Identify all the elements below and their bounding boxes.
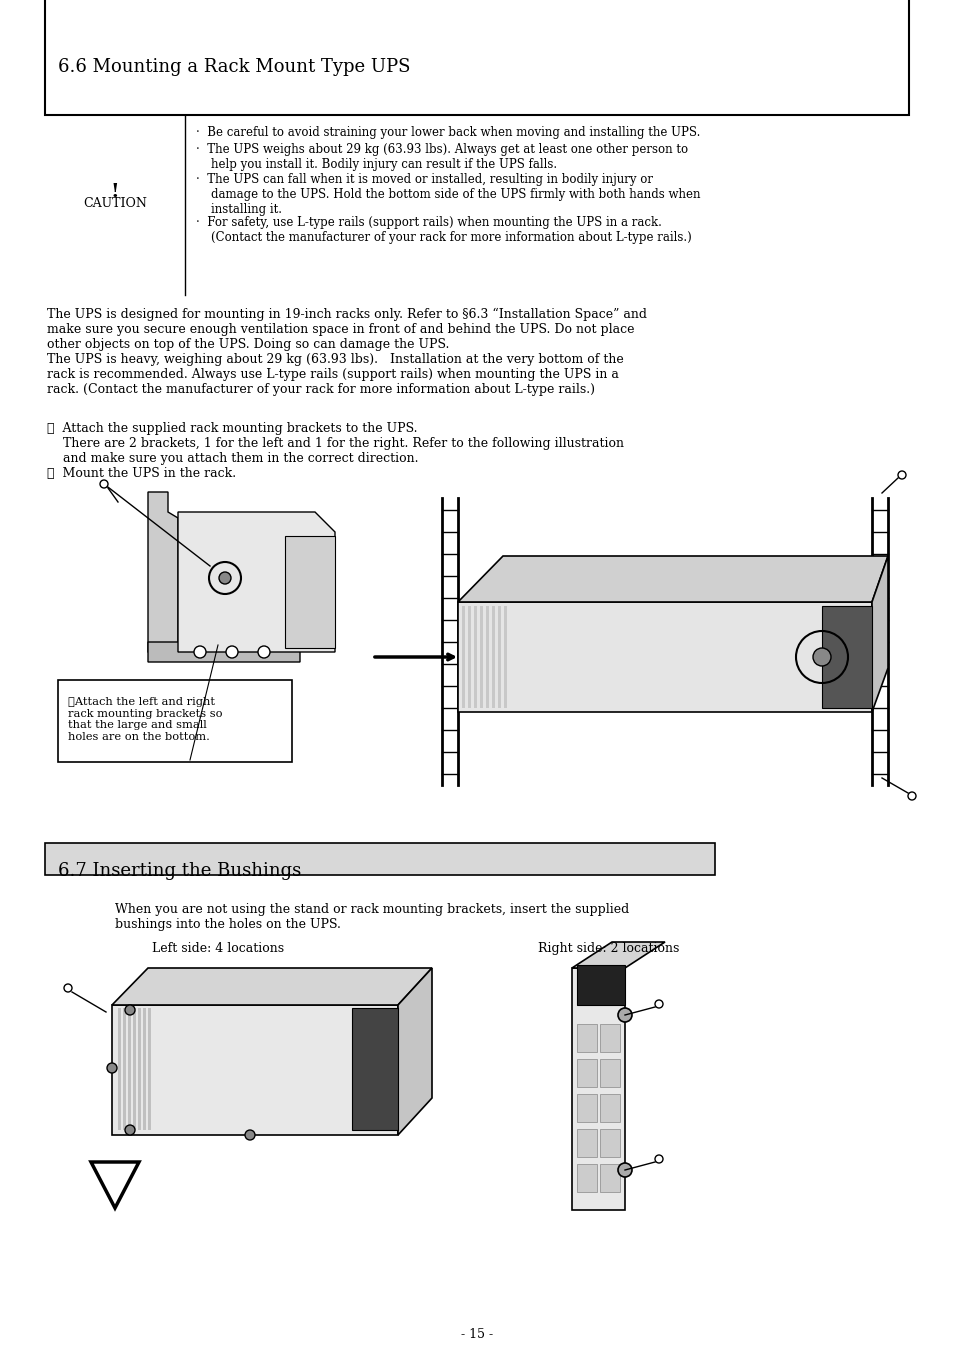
Polygon shape	[112, 1005, 397, 1135]
Text: Right side: 2 locations: Right side: 2 locations	[537, 942, 679, 955]
Bar	[45, 0, 908, 115]
Bar	[45, 41, 714, 72]
Bar	[143, 1008, 146, 1129]
Text: ·  Be careful to avoid straining your lower back when moving and installing the : · Be careful to avoid straining your low…	[195, 126, 700, 139]
Circle shape	[897, 471, 905, 480]
Bar	[128, 1008, 131, 1129]
Circle shape	[125, 1125, 135, 1135]
Polygon shape	[397, 969, 432, 1135]
Text: 6.6 Mounting a Rack Mount Type UPS: 6.6 Mounting a Rack Mount Type UPS	[58, 58, 410, 76]
Circle shape	[812, 648, 830, 666]
Text: ·  For safety, use L-type rails (support rails) when mounting the UPS in a rack.: · For safety, use L-type rails (support …	[195, 216, 691, 245]
Polygon shape	[148, 642, 299, 662]
Bar	[497, 607, 500, 708]
Bar	[148, 1008, 151, 1129]
Bar	[461, 607, 464, 708]
Bar	[352, 1008, 397, 1129]
Circle shape	[193, 646, 206, 658]
Polygon shape	[178, 512, 335, 653]
Polygon shape	[871, 557, 887, 712]
Bar	[492, 607, 495, 708]
Bar	[45, 843, 714, 875]
Text: ①  Attach the supplied rack mounting brackets to the UPS.
    There are 2 bracke: ① Attach the supplied rack mounting brac…	[47, 422, 623, 465]
Polygon shape	[572, 942, 664, 969]
Circle shape	[64, 984, 71, 992]
Bar	[132, 1008, 136, 1129]
Bar	[577, 1129, 597, 1156]
Text: ①Attach the left and right
rack mounting brackets so
that the large and small
ho: ①Attach the left and right rack mounting…	[68, 697, 222, 742]
Polygon shape	[572, 969, 624, 1210]
Bar	[599, 1129, 619, 1156]
Text: 6.7 Inserting the Bushings: 6.7 Inserting the Bushings	[58, 862, 301, 880]
Polygon shape	[148, 492, 178, 657]
Circle shape	[226, 646, 237, 658]
Bar	[138, 1008, 141, 1129]
Circle shape	[100, 480, 108, 488]
Bar	[118, 1008, 121, 1129]
Text: ②  Mount the UPS in the rack.: ② Mount the UPS in the rack.	[47, 467, 236, 480]
Bar	[599, 1059, 619, 1088]
Bar	[58, 680, 292, 762]
Circle shape	[618, 1163, 631, 1177]
Text: !: !	[111, 182, 119, 201]
Bar	[285, 536, 335, 648]
Text: When you are not using the stand or rack mounting brackets, insert the supplied
: When you are not using the stand or rack…	[115, 902, 629, 931]
Circle shape	[107, 1063, 117, 1073]
Bar	[503, 607, 506, 708]
Bar	[577, 965, 624, 1005]
Circle shape	[907, 792, 915, 800]
Circle shape	[618, 1008, 631, 1021]
Circle shape	[125, 1005, 135, 1015]
Bar	[599, 1094, 619, 1121]
Circle shape	[655, 1155, 662, 1163]
Bar	[577, 1094, 597, 1121]
Bar	[123, 1008, 126, 1129]
Bar	[577, 1059, 597, 1088]
Text: The UPS is designed for mounting in 19-inch racks only. Refer to §6.3 “Installat: The UPS is designed for mounting in 19-i…	[47, 308, 646, 396]
Text: - 15 -: - 15 -	[460, 1328, 493, 1342]
Bar	[468, 607, 471, 708]
Circle shape	[655, 1000, 662, 1008]
Text: ·  The UPS can fall when it is moved or installed, resulting in bodily injury or: · The UPS can fall when it is moved or i…	[195, 173, 700, 216]
Text: ·  The UPS weighs about 29 kg (63.93 lbs). Always get at least one other person : · The UPS weighs about 29 kg (63.93 lbs)…	[195, 143, 687, 172]
Polygon shape	[457, 603, 871, 712]
Bar	[479, 607, 482, 708]
Bar	[474, 607, 476, 708]
Circle shape	[257, 646, 270, 658]
Bar	[821, 607, 871, 708]
Circle shape	[245, 1129, 254, 1140]
Polygon shape	[112, 969, 432, 1005]
Circle shape	[219, 571, 231, 584]
Bar	[599, 1024, 619, 1052]
Text: Left side: 4 locations: Left side: 4 locations	[152, 942, 284, 955]
Bar	[577, 1165, 597, 1192]
Bar	[577, 1024, 597, 1052]
Text: CAUTION: CAUTION	[83, 197, 147, 209]
Polygon shape	[457, 557, 887, 603]
Bar	[599, 1165, 619, 1192]
Bar	[485, 607, 489, 708]
